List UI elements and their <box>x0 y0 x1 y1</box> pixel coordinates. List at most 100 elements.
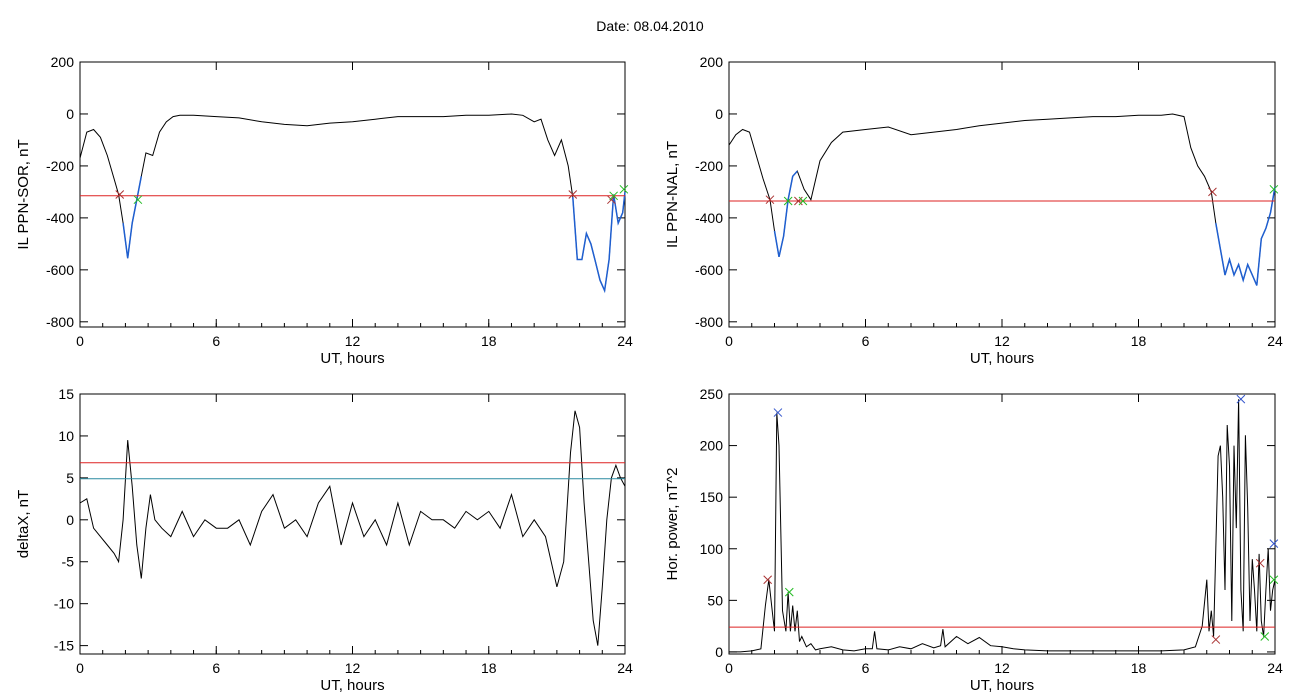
panel-il-ppn-nal: 0 6 12 18 24 -800 -600 -400 -200 0 200 UT, hours IL … <box>664 54 1283 367</box>
y-tick-label: -200 <box>46 158 74 174</box>
x-tick-label: 6 <box>862 660 870 676</box>
x-marker-stroke-b <box>1208 187 1217 197</box>
plot-frame <box>728 61 1276 328</box>
x-marker-stroke-b <box>1269 539 1279 548</box>
x-marker-stroke-b <box>619 184 629 194</box>
x-marker-stroke-b <box>1255 558 1265 568</box>
x-tick-label: 24 <box>617 333 633 349</box>
x-marker-stroke-b <box>115 190 125 199</box>
y-tick-label: 5 <box>66 470 74 486</box>
y-tick-label: -10 <box>54 596 74 612</box>
x-tick-label: 0 <box>725 660 733 676</box>
series-line <box>79 113 626 293</box>
x-axis-label: UT, hours <box>320 677 384 694</box>
plot-frame <box>79 61 626 328</box>
y-tick-label: 0 <box>66 512 74 528</box>
x-marker <box>784 587 794 597</box>
x-marker-stroke-b <box>1260 632 1270 641</box>
x-marker <box>798 196 808 206</box>
x-marker <box>773 408 783 417</box>
x-tick-label: 12 <box>994 660 1010 676</box>
y-tick-label: -600 <box>695 262 723 278</box>
x-marker-stroke-b <box>607 195 616 205</box>
x-marker-stroke-b <box>609 191 618 201</box>
x-marker <box>1269 184 1279 194</box>
highlight-segment <box>122 176 143 259</box>
x-tick-label: 18 <box>481 660 497 676</box>
x-tick-label: 24 <box>1267 660 1283 676</box>
y-tick-label: -15 <box>54 638 74 654</box>
x-tick-label: 6 <box>212 660 220 676</box>
x-tick-label: 0 <box>76 660 84 676</box>
x-marker <box>115 190 125 199</box>
x-marker <box>568 190 578 199</box>
series-line <box>79 410 626 646</box>
x-marker <box>607 195 616 205</box>
y-tick-label: 200 <box>700 54 724 70</box>
x-tick-label: 0 <box>76 333 84 349</box>
y-tick-label: 10 <box>58 428 74 444</box>
y-tick-label: 0 <box>715 106 723 122</box>
x-marker <box>133 195 143 205</box>
x-marker-stroke-b <box>763 575 773 585</box>
y-axis-label: deltaX, nT <box>15 490 32 558</box>
highlight-segment <box>1215 186 1276 286</box>
x-marker-stroke-b <box>773 408 783 417</box>
x-tick-label: 18 <box>1131 333 1147 349</box>
y-tick-label: -400 <box>695 210 723 226</box>
x-marker-stroke-b <box>1236 394 1246 404</box>
x-tick-label: 12 <box>345 333 361 349</box>
x-marker-stroke-b <box>765 195 775 205</box>
x-tick-label: 24 <box>1267 333 1283 349</box>
x-tick-label: 18 <box>1131 660 1147 676</box>
y-tick-label: 200 <box>51 54 75 70</box>
x-marker-stroke-b <box>133 195 143 205</box>
y-tick-label: -200 <box>695 158 723 174</box>
x-marker-stroke-b <box>794 196 803 206</box>
x-marker-stroke-b <box>1269 575 1279 585</box>
x-axis-label: UT, hours <box>320 350 384 367</box>
x-marker-stroke-b <box>784 587 794 597</box>
y-tick-label: 0 <box>66 106 74 122</box>
x-marker <box>619 184 629 194</box>
figure-title: Date: 08.04.2010 <box>596 18 704 34</box>
y-tick-label: 100 <box>700 541 724 557</box>
panel-deltax: 0 6 12 18 24 -15 -10 -5 0 5 10 15 UT, hours deltaX, n… <box>15 386 633 694</box>
x-tick-label: 6 <box>862 333 870 349</box>
x-marker <box>1208 187 1217 197</box>
series-line <box>728 113 1276 286</box>
x-marker-stroke-b <box>783 196 793 206</box>
x-marker <box>765 195 775 205</box>
y-tick-label: -800 <box>46 314 74 330</box>
y-tick-label: 150 <box>700 489 724 505</box>
x-tick-label: 12 <box>994 333 1010 349</box>
series-line <box>729 399 1276 653</box>
x-marker-stroke-b <box>1211 635 1221 644</box>
x-tick-label: 24 <box>617 660 633 676</box>
y-tick-label: 200 <box>700 438 724 454</box>
x-tick-label: 0 <box>725 333 733 349</box>
x-marker <box>763 575 773 585</box>
y-tick-label: 250 <box>700 386 724 402</box>
y-tick-label: -800 <box>695 314 723 330</box>
x-marker <box>1260 632 1270 641</box>
x-marker <box>794 196 803 206</box>
y-tick-label: -400 <box>46 210 74 226</box>
y-axis-label: IL PPN-NAL, nT <box>664 141 681 248</box>
x-axis-label: UT, hours <box>970 350 1034 367</box>
x-marker <box>1269 539 1279 548</box>
highlight-segment <box>773 170 798 258</box>
panel-hor-power: 0 6 12 18 24 0 50 100 150 200 250 UT, hours Hor. pow… <box>664 386 1283 694</box>
y-tick-label: -600 <box>46 262 74 278</box>
x-tick-label: 6 <box>212 333 220 349</box>
x-marker <box>1236 394 1246 404</box>
y-axis-label: IL PPN-SOR, nT <box>15 139 32 249</box>
y-tick-label: 15 <box>58 386 74 402</box>
x-marker <box>1211 635 1221 644</box>
x-marker-stroke-b <box>1269 184 1279 194</box>
x-axis-label: UT, hours <box>970 677 1034 694</box>
y-tick-label: 50 <box>707 592 723 608</box>
x-marker <box>1269 575 1279 585</box>
highlight-segment <box>572 191 626 294</box>
